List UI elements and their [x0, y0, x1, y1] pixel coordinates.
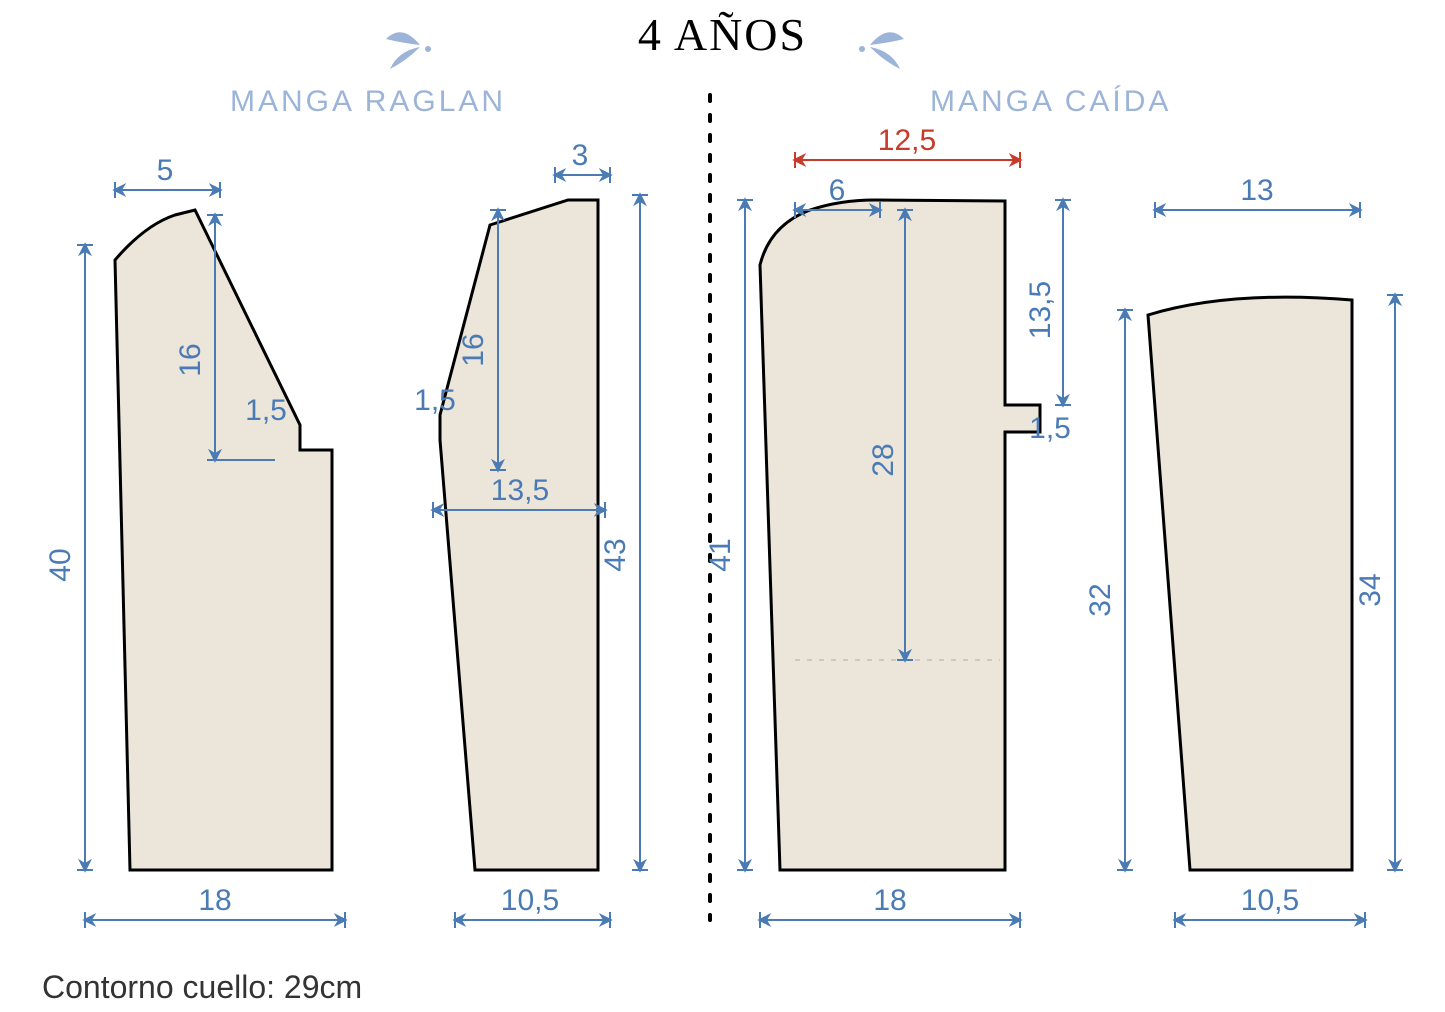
svg-text:32: 32 [1084, 583, 1117, 616]
pattern-raglan_sleeve [440, 200, 598, 870]
pattern-raglan_body [115, 210, 332, 870]
svg-text:13: 13 [1240, 174, 1273, 207]
svg-text:34: 34 [1354, 573, 1387, 606]
svg-text:13,5: 13,5 [1024, 281, 1057, 339]
diagram-canvas: 405161,518343161,513,510,541612,513,51,5… [0, 0, 1445, 1012]
svg-text:41: 41 [704, 538, 737, 571]
svg-text:10,5: 10,5 [1241, 884, 1299, 917]
svg-text:3: 3 [572, 139, 589, 172]
svg-text:1,5: 1,5 [1029, 412, 1071, 445]
svg-text:6: 6 [829, 174, 846, 207]
svg-text:13,5: 13,5 [491, 474, 549, 507]
svg-text:16: 16 [457, 333, 490, 366]
svg-text:43: 43 [599, 538, 632, 571]
svg-text:16: 16 [174, 343, 207, 376]
pattern-drop_body [760, 200, 1040, 870]
svg-text:1,5: 1,5 [414, 384, 456, 417]
svg-text:10,5: 10,5 [501, 884, 559, 917]
svg-text:28: 28 [867, 443, 900, 476]
pattern-drop_sleeve [1148, 297, 1352, 870]
svg-text:18: 18 [873, 884, 906, 917]
svg-text:5: 5 [157, 154, 174, 187]
svg-text:18: 18 [198, 884, 231, 917]
svg-text:1,5: 1,5 [245, 394, 287, 427]
svg-text:40: 40 [44, 548, 77, 581]
neck-contour-note: Contorno cuello: 29cm [42, 969, 362, 1006]
svg-text:12,5: 12,5 [878, 124, 936, 157]
